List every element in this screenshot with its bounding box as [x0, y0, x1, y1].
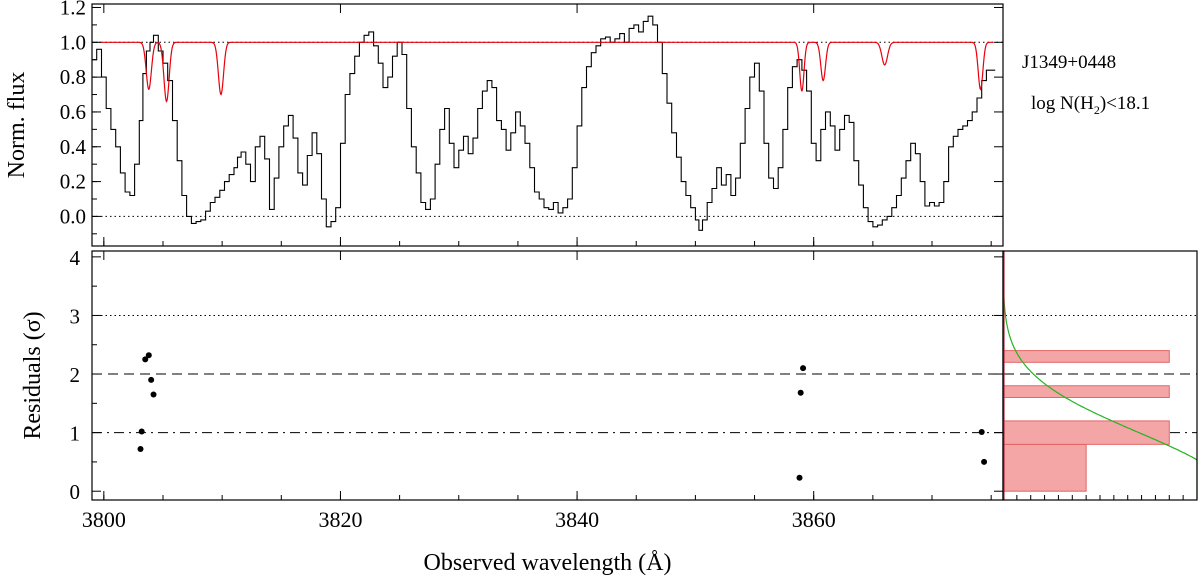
bottom-y-axis-label: Residuals (σ) [20, 311, 46, 439]
residual-point [800, 365, 807, 372]
histogram-bar [1002, 443, 1087, 492]
residual-point [142, 356, 149, 363]
column-density-label: log N(H2)<18.1 [1031, 93, 1150, 118]
top-y-tick-label: 1.0 [60, 30, 86, 54]
residual-point [150, 391, 157, 398]
bottom-y-tick-label: 0 [70, 480, 81, 504]
model-flux-line [99, 41, 994, 103]
bottom-y-tick-label: 4 [70, 246, 81, 270]
bottom-y-tick-label: 3 [70, 304, 81, 328]
top-y-tick-label: 0.8 [60, 65, 86, 89]
x-axis-label: Observed wavelength (Å) [424, 550, 672, 576]
column-density-prefix: log N(H [1031, 93, 1094, 114]
top-y-axis-label: Norm. flux [4, 72, 30, 179]
bottom-plot-frame [91, 250, 1004, 501]
bottom-y-tick-label: 1 [70, 422, 81, 446]
column-density-suffix: )<18.1 [1099, 93, 1151, 114]
side-histogram-panel [1002, 250, 1198, 501]
x-tick-label: 3860 [792, 507, 836, 532]
residual-point [145, 352, 152, 359]
residual-point [138, 428, 145, 435]
residual-point [796, 474, 803, 481]
top-y-tick-label: 0.2 [60, 170, 86, 194]
object-label: J1349+0448 [1022, 52, 1117, 73]
x-tick-label: 3800 [82, 507, 126, 532]
histogram-bar [1002, 350, 1170, 363]
top-plot-frame [91, 3, 1004, 247]
residual-point [137, 446, 144, 453]
residual-point [148, 376, 155, 383]
top-y-tick-label: 0.0 [60, 204, 86, 228]
residual-point [981, 458, 988, 465]
histogram-bar [1002, 385, 1170, 398]
residual-point [978, 429, 985, 436]
column-density-subscript: 2 [1093, 102, 1100, 117]
top-panel: 0.0 0.2 0.4 0.6 0.8 1.0 1.2 Norm. flux [4, 0, 1004, 247]
bottom-panel: 0 1 2 3 4 3800 3820 3840 3860 Observed wavelength… [20, 246, 1197, 576]
bottom-y-tick-label: 2 [70, 363, 81, 387]
x-tick-label: 3840 [555, 507, 599, 532]
residual-point [797, 389, 804, 396]
histogram-bar [1002, 420, 1170, 445]
top-y-tick-label: 1.2 [60, 0, 86, 19]
top-y-tick-label: 0.6 [60, 100, 86, 124]
x-tick-label: 3820 [318, 507, 362, 532]
observed-flux-line [92, 15, 996, 231]
top-y-tick-label: 0.4 [60, 135, 87, 159]
